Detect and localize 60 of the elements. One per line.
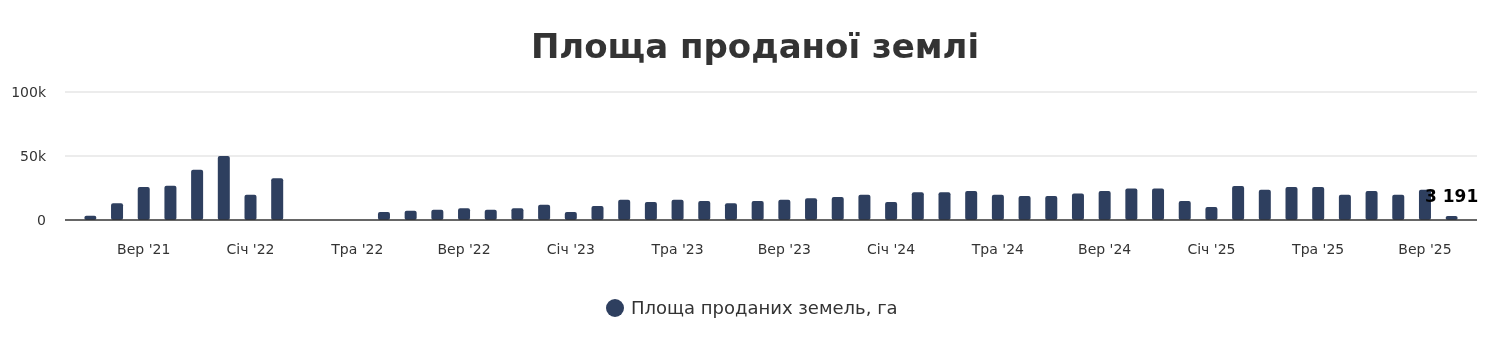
bar bbox=[618, 199, 631, 220]
x-tick-label: Вер '21 bbox=[117, 241, 171, 257]
y-tick-label: 100k bbox=[11, 83, 47, 100]
bar bbox=[1098, 190, 1111, 220]
bar bbox=[831, 196, 844, 220]
bar bbox=[805, 198, 818, 220]
x-tick-label: Вер '23 bbox=[757, 241, 811, 257]
bar bbox=[1018, 195, 1031, 220]
bar bbox=[458, 208, 471, 220]
bar bbox=[911, 192, 924, 220]
bar bbox=[885, 201, 898, 220]
bar bbox=[1258, 189, 1271, 220]
bar bbox=[858, 194, 871, 220]
bar bbox=[244, 194, 257, 220]
x-tick-label: Січ '22 bbox=[226, 241, 275, 257]
x-tick-label: Тра '25 bbox=[1291, 241, 1345, 257]
bar bbox=[1365, 190, 1378, 220]
data-label: 3 191 bbox=[1425, 185, 1479, 206]
bar bbox=[271, 178, 284, 220]
bar bbox=[191, 169, 204, 220]
bar bbox=[644, 201, 657, 220]
chart-title: Площа проданої землі bbox=[530, 26, 980, 66]
x-tick-label: Січ '23 bbox=[546, 241, 595, 257]
bar bbox=[698, 201, 711, 220]
bar bbox=[591, 206, 604, 220]
x-tick-label: Січ '24 bbox=[867, 241, 916, 257]
x-tick-label: Тра '23 bbox=[650, 241, 704, 257]
x-tick-label: Вер '25 bbox=[1398, 241, 1452, 257]
y-tick-label: 0 bbox=[37, 211, 46, 228]
x-tick-label: Січ '25 bbox=[1187, 241, 1236, 257]
bar bbox=[965, 190, 978, 220]
bar bbox=[217, 156, 230, 220]
bar bbox=[538, 204, 551, 220]
bar bbox=[1338, 194, 1351, 220]
bar bbox=[1312, 186, 1325, 220]
bar bbox=[1071, 193, 1084, 220]
bar bbox=[991, 194, 1004, 220]
bar bbox=[751, 201, 764, 220]
bar bbox=[1125, 188, 1138, 220]
x-tick-label: Тра '24 bbox=[970, 241, 1025, 257]
bar bbox=[1205, 206, 1218, 220]
bar bbox=[1285, 186, 1298, 220]
bar bbox=[778, 199, 791, 220]
x-tick-label: Вер '24 bbox=[1078, 241, 1132, 257]
legend-label: Площа проданих земель, га bbox=[631, 297, 898, 319]
bar bbox=[164, 185, 177, 220]
bar bbox=[1045, 195, 1058, 220]
bar bbox=[137, 186, 150, 220]
bar bbox=[1392, 194, 1405, 220]
bar bbox=[111, 203, 124, 220]
x-tick-label: Вер '22 bbox=[437, 241, 491, 257]
bar bbox=[938, 192, 951, 220]
bar bbox=[1178, 201, 1191, 220]
y-tick-label: 50k bbox=[20, 147, 47, 164]
bar bbox=[1232, 185, 1245, 220]
bar bbox=[1152, 188, 1165, 220]
bar bbox=[511, 208, 524, 220]
x-tick-label: Тра '22 bbox=[330, 241, 384, 257]
bar bbox=[671, 199, 684, 220]
bar bbox=[724, 203, 737, 220]
